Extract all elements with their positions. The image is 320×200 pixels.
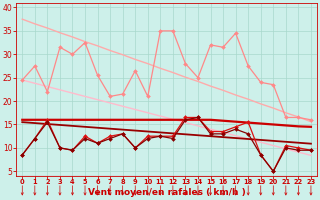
- X-axis label: Vent moyen/en rafales ( km/h ): Vent moyen/en rafales ( km/h ): [88, 188, 245, 197]
